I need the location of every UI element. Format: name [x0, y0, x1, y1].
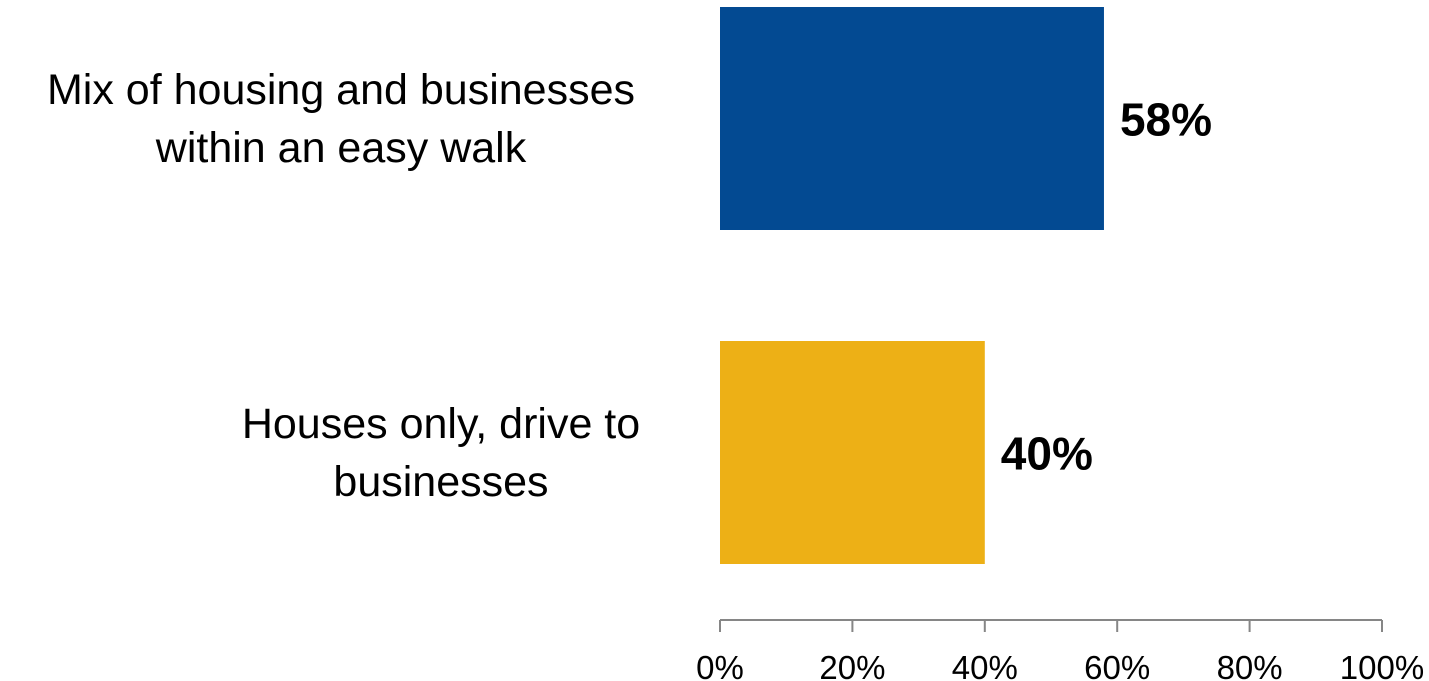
bar-1: [720, 7, 1104, 230]
category-label-1-line-2: within an easy walk: [155, 123, 527, 172]
x-tick-label-20: 20%: [819, 649, 885, 681]
category-label-1: Mix of housing and businesses within an e…: [11, 61, 671, 177]
category-label-2-line-1: Houses only, drive to: [241, 399, 641, 448]
category-label-2-line-2: businesses: [333, 457, 549, 506]
data-labels-layer: 58% 40%: [1001, 94, 1212, 480]
category-label-1-line-1: Mix of housing and businesses: [46, 65, 636, 114]
data-label-1: 58%: [1120, 94, 1212, 146]
x-tick-label-40: 40%: [952, 649, 1018, 681]
bar-2: [720, 341, 985, 564]
data-label-2: 40%: [1001, 428, 1093, 480]
category-label-2: Houses only, drive to businesses: [211, 395, 671, 511]
x-tick-label-0: 0%: [696, 649, 744, 681]
x-tick-label-80: 80%: [1217, 649, 1283, 681]
x-tick-label-100: 100%: [1340, 649, 1424, 681]
bars-layer: [720, 7, 1104, 564]
x-tick-label-60: 60%: [1084, 649, 1150, 681]
x-axis: 0% 20% 40% 60% 80% 100%: [696, 619, 1424, 681]
